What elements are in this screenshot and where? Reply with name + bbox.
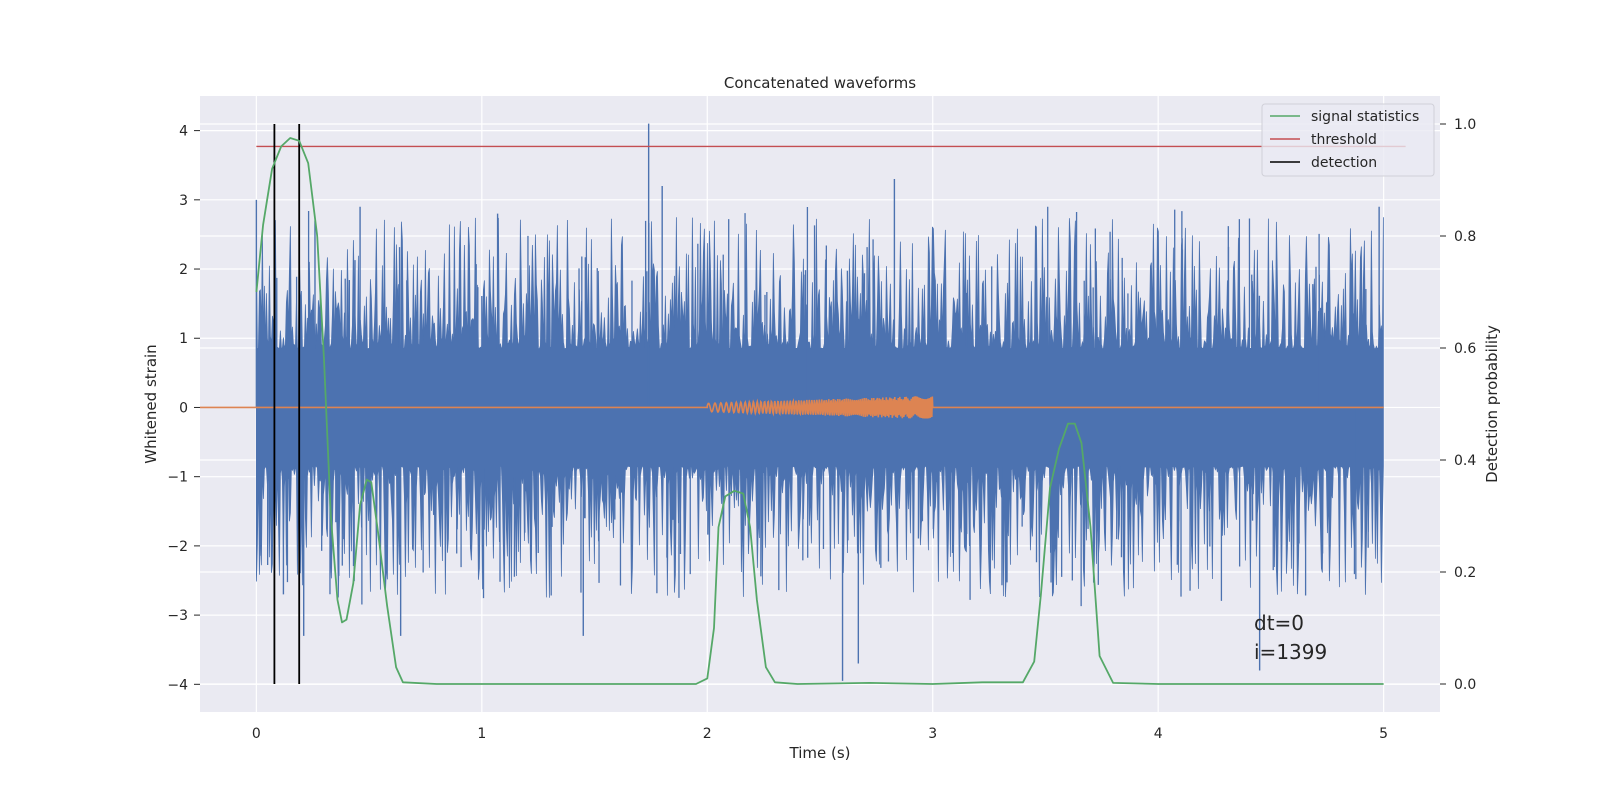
x-axis-ticks: 0 1 2 3 4 5	[252, 726, 1388, 742]
y2-tick-label: 0.4	[1454, 453, 1476, 469]
y2-tick-label: 1.0	[1454, 117, 1476, 133]
x-tick-label: 5	[1379, 726, 1388, 742]
y2-tick-label: 0.8	[1454, 229, 1476, 245]
annotation-iteration: i=1399	[1254, 640, 1327, 664]
y-tick-label: −3	[167, 608, 188, 624]
legend-detection-label: detection	[1311, 155, 1377, 171]
y-tick-label: −1	[167, 470, 188, 486]
x-tick-label: 4	[1154, 726, 1163, 742]
y-axis-ticks: −4 −3 −2 −1 0 1 2 3 4	[167, 124, 200, 693]
y-tick-label: −4	[167, 677, 188, 693]
signal-statistics-line	[255, 137, 1384, 685]
y2-axis-ticks: 0.0 0.2 0.4 0.6 0.8 1.0	[1440, 117, 1476, 693]
noise-series-spikes	[255, 123, 1380, 681]
x-tick-label: 0	[252, 726, 261, 742]
y2-tick-label: 0.2	[1454, 565, 1476, 581]
x-tick-label: 2	[703, 726, 712, 742]
legend-threshold-label: threshold	[1311, 132, 1377, 148]
legend-box	[1261, 103, 1435, 177]
x-tick-label: 1	[477, 726, 486, 742]
injected-signal-series	[200, 396, 1384, 419]
y-tick-label: −2	[167, 539, 188, 555]
chart-title: Concatenated waveforms	[724, 74, 916, 92]
annotation-dt: dt=0	[1254, 611, 1304, 635]
y-tick-label: 3	[179, 193, 188, 209]
legend-signal-statistics-label: signal statistics	[1311, 109, 1419, 125]
plot-content	[200, 123, 1406, 685]
y-tick-label: 4	[179, 124, 188, 140]
y-axis-label: Whitened strain	[142, 344, 160, 463]
detection-lines	[273, 124, 301, 684]
y2-axis-label: Detection probability	[1483, 325, 1501, 483]
y-tick-label: 0	[179, 400, 188, 416]
y2-tick-label: 0.6	[1454, 341, 1476, 357]
y-tick-label: 1	[179, 331, 188, 347]
y2-tick-label: 0.0	[1454, 677, 1476, 693]
x-axis-label: Time (s)	[789, 744, 851, 762]
legend: signal statistics threshold detection	[1261, 103, 1435, 177]
y-tick-label: 2	[179, 262, 188, 278]
x-tick-label: 3	[928, 726, 937, 742]
